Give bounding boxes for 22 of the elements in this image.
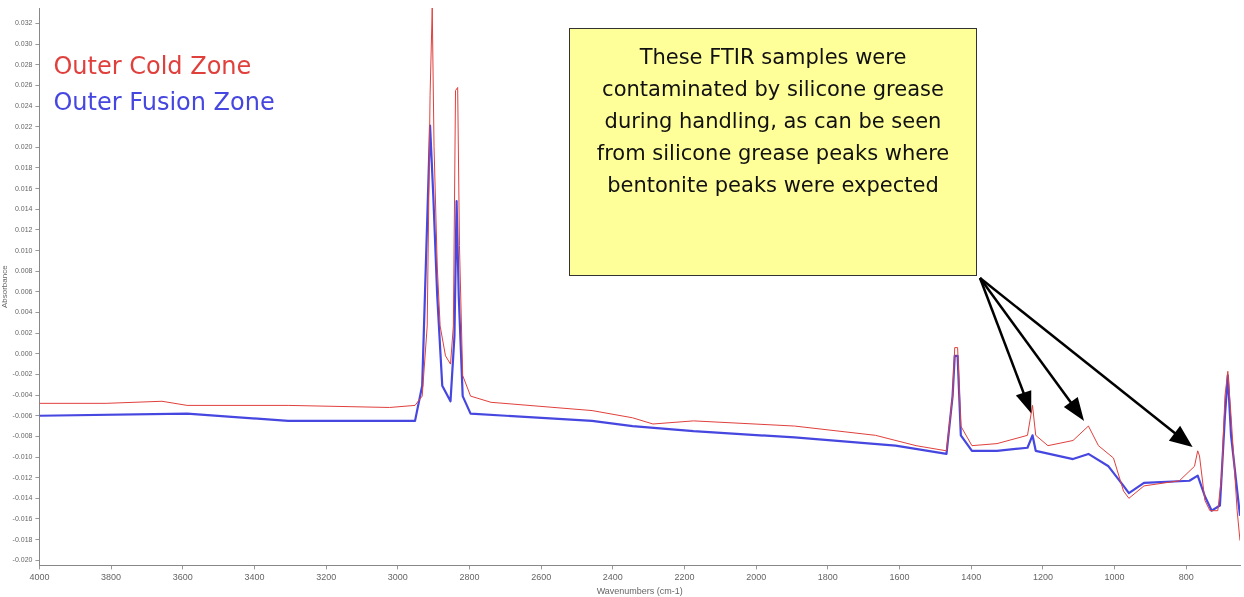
x-tick-label: 800 <box>1178 572 1194 583</box>
x-tick-label: 3800 <box>101 572 122 583</box>
x-tick-label: 1200 <box>1032 572 1053 583</box>
x-tick-label: 2800 <box>459 572 480 583</box>
note-box: These FTIR samples were contaminated by silicone grease during handling, as can be seen from silicone grease peaks where bentonite peaks were expected <box>569 28 977 276</box>
x-tick-label: 2200 <box>674 572 695 583</box>
text: Outer Cold Zone <box>53 52 252 81</box>
x-axis-title: Wavenumbers (cm-1) <box>596 586 683 597</box>
x-tick-label: 1000 <box>1104 572 1125 583</box>
x-tick-label: 2000 <box>746 572 767 583</box>
text: Outer Fusion Zone <box>53 88 275 117</box>
x-tick-label: 3000 <box>387 572 408 583</box>
x-tick-label: 3200 <box>316 572 337 583</box>
x-tick-label: 2600 <box>531 572 552 583</box>
x-tick-label: 3600 <box>172 572 193 583</box>
x-tick-label: 1800 <box>817 572 838 583</box>
x-tick-label: 4000 <box>29 572 50 583</box>
y-axis-title: Absorbance <box>0 264 9 309</box>
x-tick-label: 1600 <box>889 572 910 583</box>
x-tick-label: 3400 <box>244 572 265 583</box>
x-tick-label: 2400 <box>602 572 623 583</box>
x-tick-label: 1400 <box>961 572 982 583</box>
